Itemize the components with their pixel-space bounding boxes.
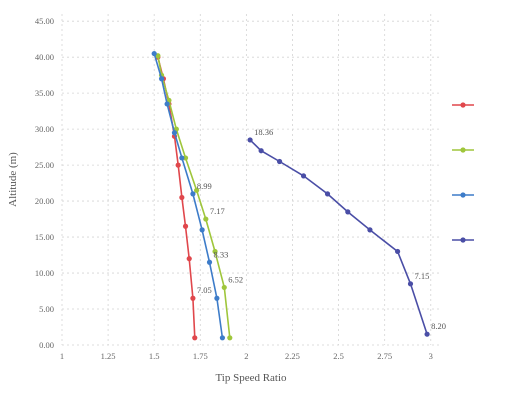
data-labels: 7.05 6.52 7.17 8.33 8.99 8.20 7.15 18.36 [197, 127, 446, 331]
y-tick-label: 20.00 [35, 196, 54, 206]
y-tick-label: 30.00 [35, 124, 54, 134]
legend-marker-1 [460, 102, 466, 108]
y-tick-label: 10.00 [35, 268, 54, 278]
series-3-point [219, 335, 226, 341]
y-axis-title: Altitude (m) [7, 152, 19, 207]
series-2-point [212, 248, 218, 255]
series-line-1 [157, 57, 196, 338]
series-4-point [424, 331, 430, 337]
data-label: 6.52 [228, 274, 243, 284]
data-label: 7.15 [414, 271, 429, 281]
data-label: 8.99 [197, 181, 212, 191]
y-tick-label: 5.00 [39, 304, 54, 314]
axes: 1 1.25 1.5 1.75 2 2.25 2.5 2.75 30.005.0010.0015… [7, 16, 433, 384]
y-tick-label: 0.00 [39, 340, 54, 350]
legend [452, 102, 474, 243]
series-4-point [258, 148, 264, 154]
series-2-point [221, 284, 227, 291]
data-label: 18.36 [254, 127, 273, 137]
series-4-point [324, 191, 331, 197]
series-3-point [179, 155, 185, 161]
series-3-point [158, 76, 165, 82]
series-line-3 [153, 53, 224, 338]
legend-marker-3 [460, 192, 466, 198]
series-3-point [164, 101, 170, 107]
series-4-point [345, 209, 351, 215]
series-1-point [186, 256, 192, 262]
series-group [151, 50, 430, 341]
series-2-point [227, 335, 233, 341]
series-4-point [407, 281, 414, 287]
x-tick-label: 1.75 [193, 351, 208, 361]
x-axis-title: Tip Speed Ratio [215, 372, 287, 384]
series-3-point [206, 259, 213, 265]
series-line-4 [249, 139, 428, 335]
x-tick-label: 3 [429, 351, 433, 361]
series-4-point [367, 227, 373, 233]
series-2-point [182, 155, 189, 161]
grid [61, 14, 440, 346]
x-tick-label: 1.25 [101, 351, 116, 361]
series-3-point [171, 130, 178, 136]
series-2-point [203, 216, 209, 222]
y-tick-label: 40.00 [35, 52, 54, 62]
data-label: 7.05 [197, 285, 212, 295]
series-3-point [151, 50, 157, 57]
series-4-point [300, 173, 307, 179]
series-3-point [199, 227, 205, 233]
x-tick-label: 2 [244, 351, 248, 361]
series-4-point [394, 248, 401, 255]
legend-marker-4 [460, 237, 466, 243]
x-tick-label: 2.75 [377, 351, 392, 361]
y-tick-label: 35.00 [35, 88, 54, 98]
series-1-point [182, 223, 189, 229]
series-line-2 [157, 55, 231, 338]
data-label: 7.17 [210, 206, 225, 216]
y-tick-label: 45.00 [35, 16, 54, 26]
series-1-point [175, 162, 181, 168]
data-label: 8.33 [214, 249, 229, 259]
legend-marker-2 [460, 147, 466, 153]
series-4-point [247, 137, 253, 143]
series-1-point [179, 194, 185, 201]
series-1-point [190, 295, 196, 301]
data-label: 8.20 [431, 321, 446, 331]
x-tick-label: 2.5 [333, 351, 344, 361]
x-tick-label: 1 [60, 351, 64, 361]
series-1-point [192, 335, 198, 341]
series-3-point [190, 191, 196, 197]
series-4-point [276, 158, 283, 165]
x-tick-label: 1.5 [149, 351, 160, 361]
y-tick-label: 25.00 [35, 160, 54, 170]
x-tick-label: 2.25 [285, 351, 300, 361]
series-3-point [214, 295, 220, 301]
series-2-point [194, 187, 200, 193]
y-tick-label: 15.00 [35, 232, 54, 242]
